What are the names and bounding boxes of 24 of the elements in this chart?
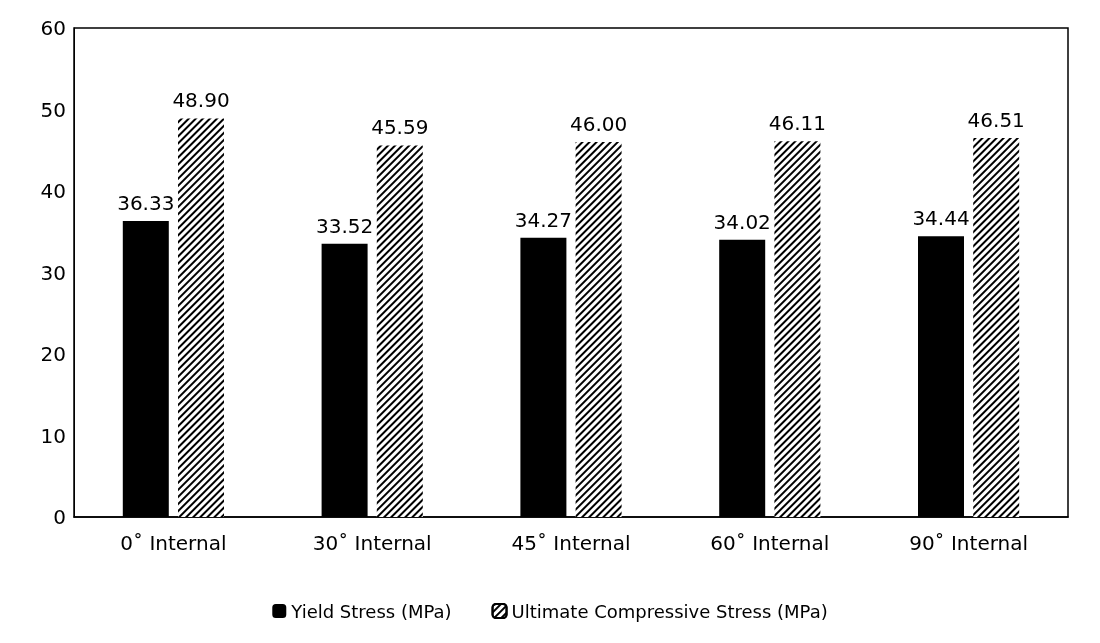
- y-tick-label: 40: [40, 179, 66, 203]
- x-tick-label: 0˚ Internal: [120, 531, 227, 555]
- data-label: 36.33: [117, 190, 175, 215]
- data-label: 48.90: [172, 88, 230, 113]
- data-label: 46.00: [569, 112, 628, 137]
- data-label: 33.52: [315, 213, 374, 238]
- data-label: 45.59: [371, 115, 429, 140]
- y-tick-label: 20: [40, 342, 66, 366]
- data-label: 34.27: [514, 207, 573, 232]
- x-tick-label: 45˚ Internal: [511, 531, 631, 555]
- data-label: 46.51: [967, 107, 1025, 132]
- x-tick-label: 30˚ Internal: [312, 531, 432, 555]
- y-tick-label: 0: [53, 505, 66, 529]
- y-tick-label: 60: [40, 16, 66, 40]
- data-label: 46.11: [768, 111, 827, 136]
- legend-label: Yield Stress (MPa): [290, 600, 452, 622]
- y-tick-label: 50: [40, 97, 66, 122]
- y-tick-label: 10: [40, 423, 66, 448]
- data-label: 34.02: [713, 209, 771, 234]
- data-label: 34.44: [912, 206, 970, 231]
- y-tick-label: 30: [40, 260, 66, 285]
- x-tick-label: 90˚ Internal: [909, 531, 1029, 555]
- legend-label: Ultimate Compressive Stress (MPa): [511, 600, 828, 622]
- x-tick-label: 60˚ Internal: [710, 531, 830, 555]
